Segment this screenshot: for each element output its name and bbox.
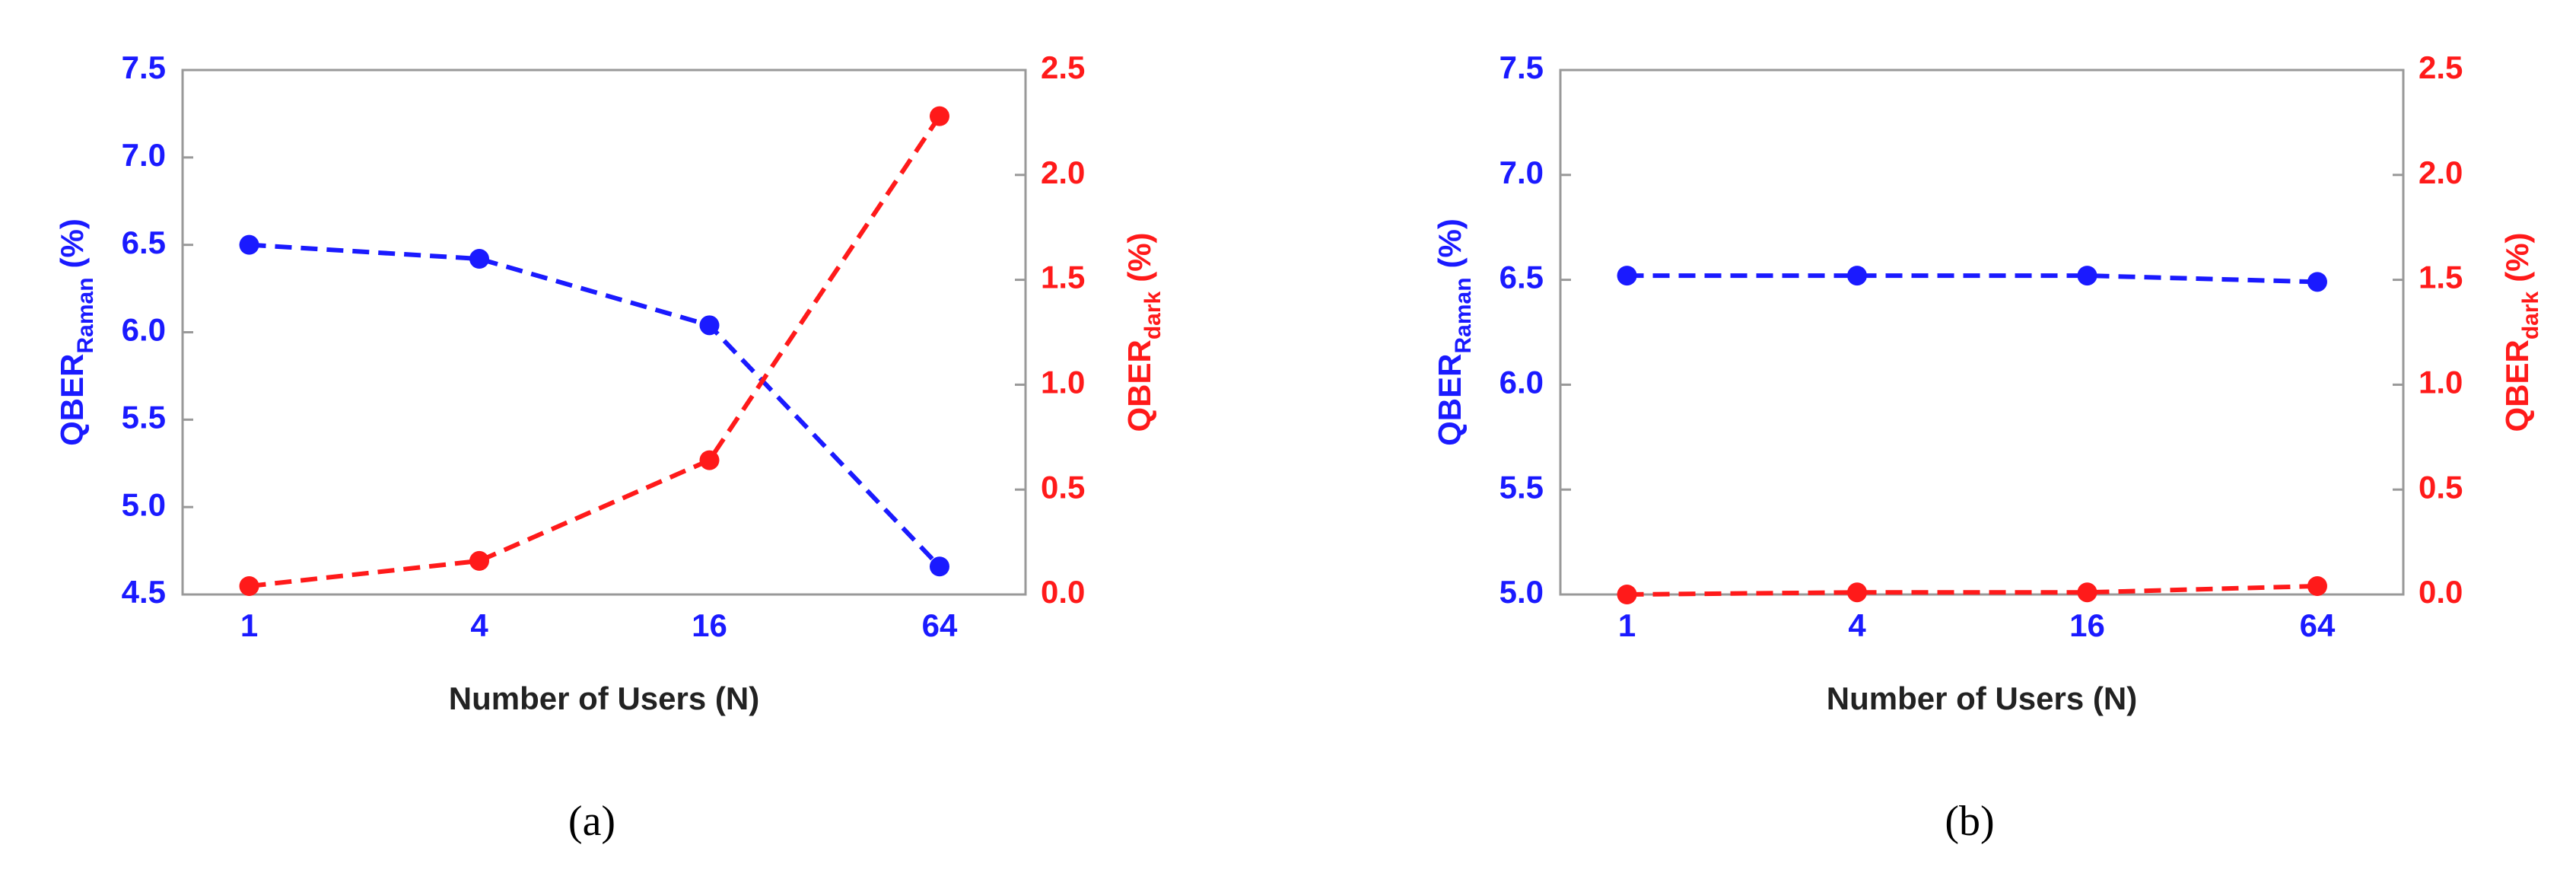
x-axis-label: Number of Users (N) [449, 680, 759, 716]
y2-tick-label: 1.5 [1041, 260, 1085, 295]
data-point [699, 450, 720, 470]
series-line [1627, 273, 2318, 285]
plot-frame [1559, 69, 2405, 596]
data-point [2307, 575, 2327, 596]
y-tick-label: 5.0 [1499, 574, 1544, 610]
y2-tick-label: 2.5 [1041, 49, 1085, 85]
y2-tick-label: 0.0 [2419, 574, 2463, 610]
data-point [929, 556, 949, 577]
y2-tick-label: 0.5 [2419, 469, 2463, 505]
x-axis-label: Number of Users (N) [1827, 680, 2137, 716]
x-tick-label: 1 [1618, 607, 1636, 643]
data-point [1617, 585, 1637, 604]
y-tick-label: 6.5 [1499, 260, 1544, 295]
data-point [1617, 266, 1637, 286]
y-axis-label: QBERRaman (%) [1432, 218, 1476, 446]
y-tick-label: 6.0 [1499, 364, 1544, 400]
panel: 5.0 5.5 6.0 6.5 7.0 7.5 0.0 0.5 1.0 1.5 2.0 2.5 1 4 16… [1432, 49, 2543, 845]
y2-axis-label: QBERdark (%) [1121, 232, 1166, 432]
y2-axis-label-unit: (%) [2499, 232, 2535, 282]
y-axis-label-sub: Raman [73, 277, 98, 353]
data-point [239, 234, 259, 255]
data-point [469, 550, 490, 571]
y-tick-label: 7.5 [1499, 49, 1544, 85]
y2-tick-label: 1.0 [2419, 364, 2463, 400]
data-point [2077, 582, 2097, 603]
y-tick-label: 7.5 [122, 49, 166, 85]
y2-tick-label: 1.5 [2419, 260, 2463, 295]
y-tick-label: 5.5 [122, 399, 166, 435]
y-tick-label: 4.5 [122, 574, 166, 610]
data-point [929, 106, 949, 126]
y2-axis-label-main: QBER [2499, 339, 2535, 432]
x-tick-label: 16 [692, 607, 727, 643]
y2-axis-label-sub: dark [2518, 291, 2543, 339]
y-tick-label: 6.5 [122, 225, 166, 260]
data-point [2077, 266, 2097, 286]
y2-axis-label-unit: (%) [1121, 232, 1157, 282]
x-tick-label: 64 [2300, 607, 2336, 643]
data-point [469, 249, 490, 269]
series-line [249, 114, 942, 588]
y2-tick-label: 0.0 [1041, 574, 1085, 610]
y2-tick-label: 0.5 [1041, 469, 1085, 505]
caption: (b) [1945, 798, 1994, 845]
y-axis-label-unit: (%) [54, 218, 90, 268]
data-point [1847, 266, 1868, 286]
y-axis-label-main: QBER [54, 354, 90, 446]
plot-frame [181, 69, 1027, 596]
y-tick-label: 7.0 [1499, 155, 1544, 190]
series-line [1627, 583, 2318, 597]
panel: 4.5 5.0 5.5 6.0 6.5 7.0 7.5 0.0 0.5 1.0 1.5 2.0 2.5 1… [54, 49, 1166, 845]
series-line [249, 242, 942, 569]
x-tick-label: 64 [922, 607, 958, 643]
y2-tick-label: 1.0 [1041, 364, 1085, 400]
data-point [2307, 272, 2327, 292]
x-tick-label: 1 [240, 607, 258, 643]
y-tick-label: 6.0 [122, 312, 166, 348]
y2-tick-label: 2.0 [2419, 155, 2463, 190]
y-axis-label-main: QBER [1432, 354, 1468, 446]
y2-axis-label: QBERdark (%) [2499, 232, 2543, 432]
x-tick-label: 16 [2069, 607, 2105, 643]
y2-axis-label-sub: dark [1140, 291, 1166, 339]
y-tick-label: 5.0 [122, 486, 166, 522]
x-tick-label: 4 [470, 607, 488, 643]
y-axis-label-sub: Raman [1451, 277, 1476, 353]
y2-tick-label: 2.0 [1041, 155, 1085, 190]
y-axis-label: QBERRaman (%) [54, 218, 98, 446]
y-axis-label-unit: (%) [1432, 218, 1468, 268]
x-tick-label: 4 [1848, 607, 1866, 643]
caption: (a) [568, 798, 615, 845]
y-tick-label: 7.0 [122, 137, 166, 173]
data-point [239, 575, 259, 596]
data-point [699, 315, 720, 336]
y2-tick-label: 2.5 [2419, 49, 2463, 85]
y2-axis-label-main: QBER [1121, 339, 1157, 432]
y-tick-label: 5.5 [1499, 469, 1544, 505]
data-point [1847, 582, 1868, 603]
